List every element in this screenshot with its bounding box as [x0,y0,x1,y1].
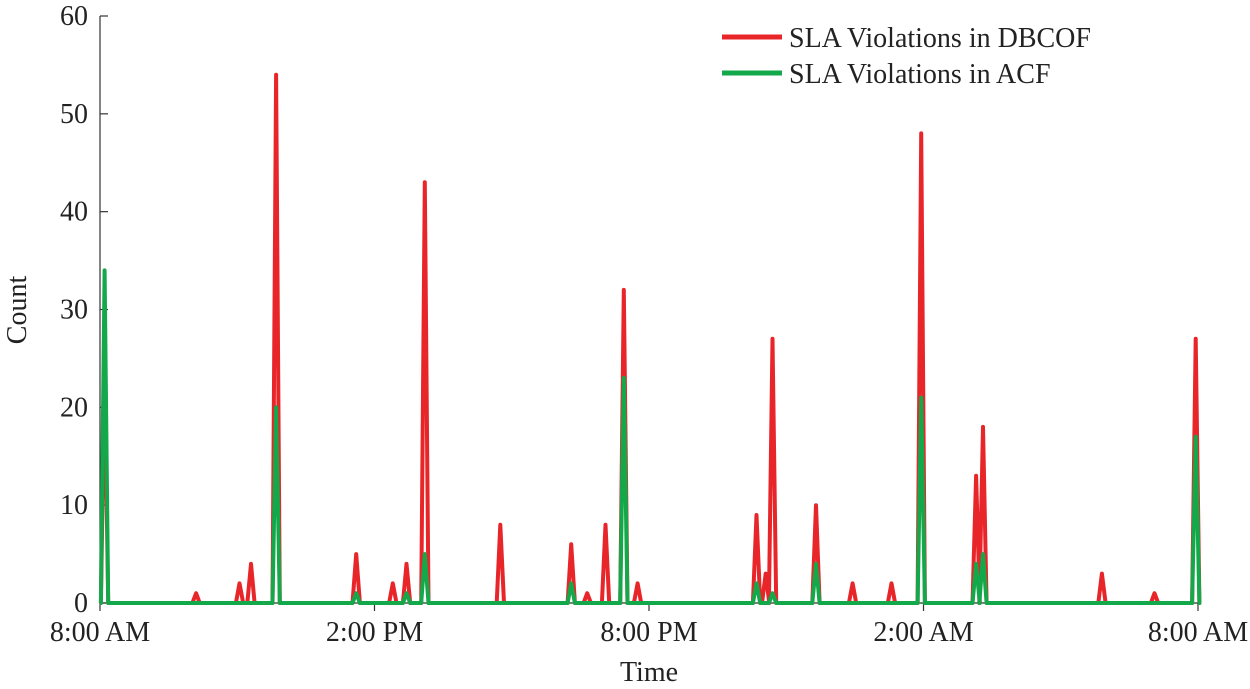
x-axis-label: Time [620,657,678,688]
y-tick-label: 0 [74,588,88,619]
legend-label-acf: SLA Violations in ACF [789,59,1051,90]
x-tick-label: 8:00 AM [50,617,150,648]
y-tick-label: 40 [60,197,88,228]
x-tick-label: 8:00 AM [1148,617,1248,648]
legend: SLA Violations in DBCOF SLA Violations i… [722,23,1091,90]
legend-label-dbcof: SLA Violations in DBCOF [789,23,1091,54]
y-tick-label: 50 [60,99,88,130]
y-tick-label: 10 [60,490,88,521]
x-tick-label: 8:00 PM [600,617,697,648]
y-tick-label: 20 [60,392,88,423]
axes [99,16,1198,604]
tick-group: 0 10 20 30 40 50 60 8:00 AM 2:00 PM 8:00 PM 2:00 A… [50,1,1248,648]
series-group [98,72,1202,605]
series-line-acf [98,268,1202,605]
x-tick-label: 2:00 PM [326,617,423,648]
x-tick-label: 2:00 AM [873,617,973,648]
y-axis-label: Count [2,276,33,345]
y-tick-label: 60 [60,1,88,32]
series-line-dbcof [98,72,1202,605]
y-tick-label: 30 [60,295,88,326]
